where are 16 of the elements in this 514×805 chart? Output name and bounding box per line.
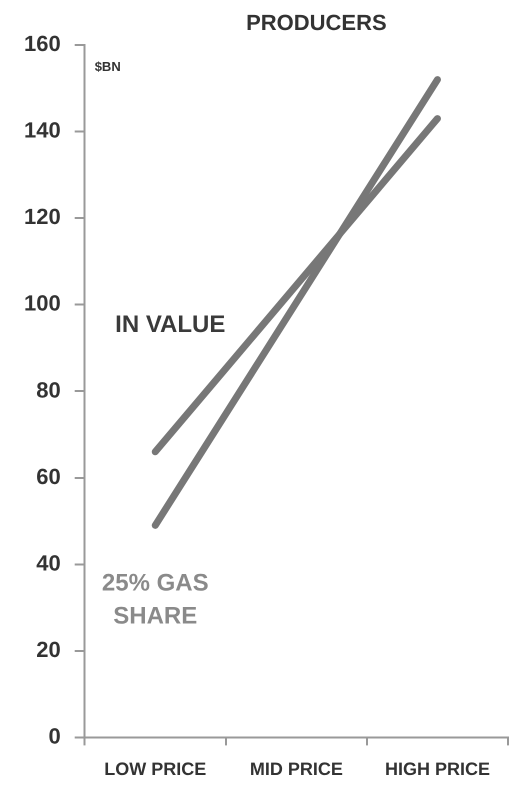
y-tick-label: 60 bbox=[36, 464, 61, 489]
y-axis-title: $BN bbox=[94, 59, 121, 74]
x-tick-label: LOW PRICE bbox=[104, 759, 206, 780]
text: 25% GAS SHARE bbox=[102, 569, 209, 630]
x-tick-label: HIGH PRICE bbox=[384, 759, 490, 780]
y-tick-label: 0 bbox=[48, 723, 61, 748]
y-tick-label: 40 bbox=[36, 550, 61, 576]
y-tick-label: 80 bbox=[36, 377, 61, 402]
y-tick-label: 140 bbox=[24, 118, 61, 143]
y-tick-label: 20 bbox=[36, 636, 61, 662]
y-tick-label: 160 bbox=[24, 31, 61, 56]
y-tick-label: 100 bbox=[24, 290, 61, 316]
y-tick-label: 120 bbox=[24, 204, 61, 230]
series-label: IN VALUE bbox=[115, 310, 226, 338]
chart-title: PRODUCERS bbox=[246, 10, 387, 35]
x-tick-label: MID PRICE bbox=[250, 759, 343, 780]
